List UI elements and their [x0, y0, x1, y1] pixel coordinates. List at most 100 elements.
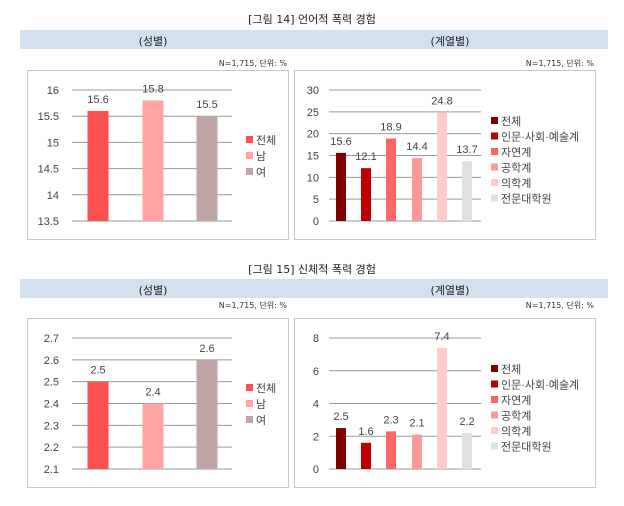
data-label: 13.7	[456, 144, 477, 156]
y-tick-label: 30	[307, 85, 319, 97]
legend-swatch	[246, 136, 253, 143]
bar-전체	[336, 152, 346, 221]
gender-header: (성별)	[138, 35, 168, 48]
bar-전문대학원	[462, 161, 472, 221]
legend-swatch	[246, 384, 253, 391]
legend-swatch	[491, 411, 498, 419]
data-label: 2.1	[409, 418, 424, 430]
y-tick-label: 14.5	[38, 164, 59, 176]
sample-note: N=1,715, 단위: %	[218, 301, 287, 310]
sample-note: N=1,715, 단위: %	[525, 59, 594, 68]
legend-swatch	[246, 152, 253, 159]
data-label: 2.3	[383, 414, 398, 426]
bar-여	[196, 116, 218, 221]
gender-header: (성별)	[138, 284, 168, 297]
figure-14-header-band: (성별) (계열별)	[20, 30, 608, 49]
bar-chart: 0 5 10 15 20 25 30 15.6 12.1 18.9 14.4 24.8 13.7 전체인문…	[307, 85, 579, 228]
legend-swatch	[246, 416, 253, 423]
bar-전체	[87, 110, 109, 221]
data-label: 15.6	[330, 136, 351, 148]
bar-전체	[336, 428, 346, 469]
data-label: 15.5	[196, 99, 217, 111]
bar-chart: 0 2 4 6 8 2.5 1.6 2.3 2.1 7.4 2.2 전체인문·사회·예술계자연계공학계…	[313, 331, 579, 476]
legend-label: 전문대학원	[501, 441, 552, 454]
legend-swatch	[491, 117, 498, 124]
legend-label: 전체	[256, 382, 276, 395]
figure-15-header-band: (성별) (계열별)	[20, 279, 608, 298]
legend-swatch	[491, 132, 498, 140]
data-label: 2.4	[145, 387, 160, 399]
legend-swatch	[491, 442, 498, 450]
bar-남	[142, 403, 164, 469]
bar-인문·사회·예술계	[361, 442, 371, 469]
bar-남	[142, 100, 164, 221]
y-tick-label: 15	[307, 151, 319, 163]
data-label: 7.4	[434, 331, 449, 343]
legend-label: 전체	[256, 134, 276, 147]
y-tick-label: 25	[307, 107, 319, 119]
legend-label: 인문·사회·예술계	[501, 379, 579, 392]
bar-자연계	[386, 431, 396, 469]
data-label: 24.8	[431, 96, 452, 108]
data-label: 15.6	[87, 94, 108, 106]
y-tick-label: 15.5	[38, 111, 59, 123]
y-tick-label: 2.2	[44, 442, 59, 454]
legend-label: 자연계	[501, 146, 531, 159]
y-tick-label: 2	[313, 431, 319, 443]
bar-인문·사회·예술계	[361, 168, 371, 221]
bar-의학계	[437, 112, 447, 221]
legend-label: 공학계	[501, 410, 531, 423]
data-label: 2.2	[459, 416, 474, 428]
legend-swatch	[491, 396, 498, 403]
y-tick-label: 2.1	[44, 464, 59, 476]
data-label: 1.6	[358, 426, 373, 438]
legend-label: 남	[256, 398, 266, 411]
y-tick-label: 16	[47, 85, 59, 97]
y-tick-label: 2.4	[44, 399, 59, 411]
legend-swatch	[491, 365, 498, 372]
bar-공학계	[412, 158, 422, 221]
legend-swatch	[491, 194, 498, 202]
figure-14-title: [그림 14] 언어적 폭력 경험	[248, 13, 376, 26]
legend-label: 전문대학원	[501, 193, 552, 206]
legend-swatch	[491, 427, 498, 434]
y-tick-label: 0	[313, 216, 319, 228]
bar-의학계	[437, 347, 447, 469]
field-header: (계열별)	[430, 35, 470, 48]
bar-자연계	[386, 138, 396, 221]
chart-verbal-gender: 13.5 14 14.5 15 15.5 16 15.6 15.8 15.5 전체 남 여	[27, 70, 289, 240]
figure-15-title: [그림 15] 신체적 폭력 경험	[248, 263, 376, 276]
data-label: 2.5	[333, 411, 348, 423]
y-tick-label: 15	[47, 137, 59, 149]
bar-전체	[87, 381, 109, 469]
legend-label: 자연계	[501, 394, 531, 407]
data-label: 14.4	[406, 141, 427, 153]
legend-label: 여	[256, 414, 266, 427]
data-label: 18.9	[380, 121, 401, 133]
legend-label: 전체	[501, 115, 521, 128]
y-tick-label: 0	[313, 464, 319, 476]
y-tick-label: 20	[307, 129, 319, 141]
chart-physical-field: 0 2 4 6 8 2.5 1.6 2.3 2.1 7.4 2.2 전체 인문·사회·예술계 자연계 공학계…	[294, 318, 596, 488]
data-label: 2.6	[199, 343, 214, 355]
chart-verbal-field: 0 5 10 15 20 25 30 15.6 12.1 18.9 14.4 24.8 13.7 전체 인문…	[294, 70, 596, 240]
legend-label: 의학계	[501, 177, 531, 190]
data-label: 12.1	[355, 151, 376, 163]
y-tick-label: 14	[47, 190, 59, 202]
sample-note: N=1,715, 단위: %	[525, 301, 594, 310]
chart-physical-gender: 2.1 2.2 2.3 2.4 2.5 2.6 2.7 2.5 2.4 2.6 전체 남 여	[27, 318, 289, 488]
y-tick-label: 6	[313, 366, 319, 378]
legend-label: 공학계	[501, 162, 531, 175]
y-tick-label: 2.3	[44, 420, 59, 432]
y-tick-label: 2.5	[44, 377, 59, 389]
y-tick-label: 10	[307, 172, 319, 184]
data-label: 15.8	[142, 83, 163, 95]
sample-note: N=1,715, 단위: %	[218, 59, 287, 68]
y-tick-label: 8	[313, 333, 319, 345]
legend-swatch	[246, 400, 253, 407]
field-header: (계열별)	[430, 284, 470, 297]
y-tick-label: 2.6	[44, 355, 59, 367]
